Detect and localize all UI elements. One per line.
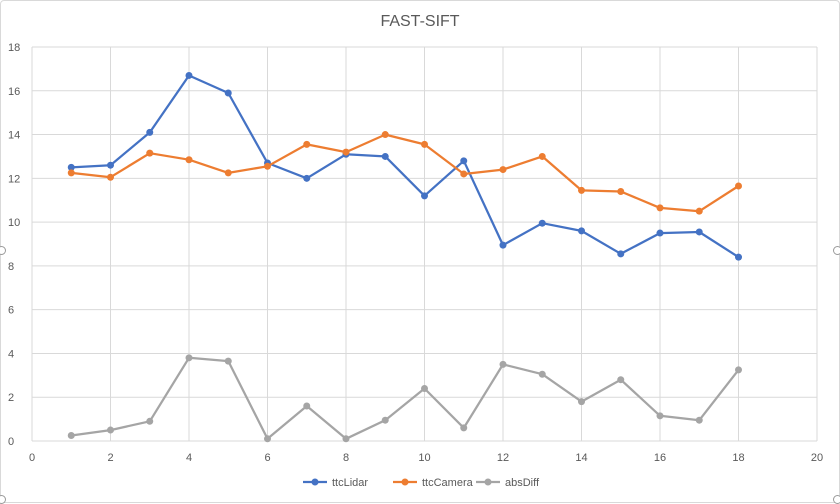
data-point-ttclidar (421, 192, 428, 200)
x-tick-label: 16 (654, 452, 666, 464)
y-tick-label: 12 (8, 173, 20, 185)
data-point-ttccamera (264, 162, 271, 170)
chart-title: FAST-SIFT (380, 13, 459, 30)
data-point-ttccamera (617, 187, 625, 195)
x-tick-label: 6 (264, 452, 270, 464)
legend-label-ttclidar: ttcLidar (332, 477, 368, 489)
x-tick-label: 0 (29, 452, 35, 464)
y-tick-label: 6 (8, 305, 14, 317)
resize-handle-right[interactable] (833, 246, 840, 255)
axis-tick-labels: 0 2 4 6 8 10 12 14 16 18 0 2 4 6 8 10 12 14 16 18 20 (8, 42, 823, 464)
data-point-ttccamera (735, 182, 742, 190)
x-tick-label: 2 (107, 452, 113, 464)
data-point-absdiff (656, 412, 664, 420)
series-ttclidar (67, 71, 742, 261)
y-tick-label: 4 (8, 348, 14, 360)
data-point-ttclidar (67, 163, 75, 171)
legend-marker-absdiff (484, 478, 492, 486)
legend-item-absdiff[interactable]: absDiff (476, 477, 540, 489)
x-tick-label: 12 (497, 452, 509, 464)
gridlines (31, 46, 818, 442)
data-point-absdiff (224, 357, 232, 365)
data-point-absdiff (499, 360, 507, 368)
data-point-ttclidar (107, 161, 114, 169)
data-point-ttccamera (381, 131, 389, 139)
data-point-ttccamera (185, 156, 193, 164)
x-tick-label: 8 (343, 452, 349, 464)
data-point-ttclidar (224, 89, 232, 97)
data-point-absdiff (185, 354, 193, 362)
data-point-absdiff (460, 424, 468, 432)
data-point-absdiff (578, 398, 585, 406)
data-point-absdiff (695, 416, 703, 424)
y-tick-label: 14 (8, 130, 20, 142)
data-point-ttccamera (342, 148, 350, 156)
data-point-ttclidar (656, 229, 664, 237)
series-absdiff (67, 354, 742, 443)
data-point-absdiff (381, 416, 389, 424)
plot-series (67, 71, 742, 443)
data-point-absdiff (146, 417, 154, 425)
y-tick-label: 0 (8, 436, 14, 448)
data-point-absdiff (617, 376, 625, 384)
data-point-ttccamera (107, 173, 114, 181)
data-point-absdiff (342, 435, 350, 443)
data-point-ttclidar (303, 174, 311, 182)
data-point-ttclidar (499, 241, 507, 249)
y-tick-label: 2 (8, 392, 14, 404)
data-point-absdiff (107, 426, 114, 434)
series-line-absdiff (71, 356, 740, 440)
data-point-ttccamera (421, 140, 428, 148)
data-point-ttclidar (381, 152, 389, 160)
legend-item-ttccamera[interactable]: ttcCamera (393, 477, 474, 489)
y-tick-label: 10 (8, 217, 20, 229)
data-point-ttccamera (499, 166, 507, 174)
x-tick-label: 18 (732, 452, 744, 464)
data-point-absdiff (538, 370, 546, 378)
series-line-ttclidar (71, 74, 740, 259)
data-point-absdiff (735, 366, 742, 374)
data-point-ttclidar (617, 250, 625, 258)
data-point-ttccamera (578, 186, 585, 194)
series-line-ttccamera (71, 133, 740, 213)
data-point-ttccamera (303, 140, 311, 148)
x-tick-label: 4 (186, 452, 192, 464)
legend-item-ttclidar[interactable]: ttcLidar (303, 477, 368, 489)
data-point-absdiff (421, 384, 428, 392)
data-point-ttccamera (224, 169, 232, 177)
resize-handle-left[interactable] (0, 246, 6, 255)
data-point-ttclidar (578, 227, 585, 235)
data-point-ttclidar (735, 253, 742, 261)
data-point-ttclidar (146, 128, 154, 136)
data-point-ttclidar (185, 71, 193, 79)
x-tick-label: 14 (575, 452, 587, 464)
data-point-ttccamera (656, 204, 664, 212)
data-point-absdiff (303, 402, 311, 410)
x-tick-label: 20 (811, 452, 823, 464)
data-point-absdiff (67, 432, 75, 440)
y-tick-label: 18 (8, 42, 20, 54)
data-point-ttccamera (67, 169, 75, 177)
data-point-ttclidar (538, 219, 546, 227)
data-point-ttclidar (695, 228, 703, 236)
data-point-ttccamera (695, 207, 703, 215)
y-tick-label: 8 (8, 261, 14, 273)
data-point-ttccamera (146, 149, 154, 157)
x-tick-label: 10 (418, 452, 430, 464)
data-point-ttccamera (538, 152, 546, 160)
data-point-ttclidar (460, 157, 468, 165)
data-point-ttccamera (460, 170, 468, 178)
data-point-absdiff (264, 435, 271, 443)
legend-label-ttccamera: ttcCamera (422, 477, 474, 489)
legend-marker-ttclidar (311, 478, 319, 486)
legend-label-absdiff: absDiff (505, 477, 540, 489)
series-ttccamera (67, 131, 742, 215)
legend: ttcLidar ttcCamera absDiff (303, 477, 540, 489)
legend-marker-ttccamera (401, 478, 409, 486)
y-tick-label: 16 (8, 86, 20, 98)
